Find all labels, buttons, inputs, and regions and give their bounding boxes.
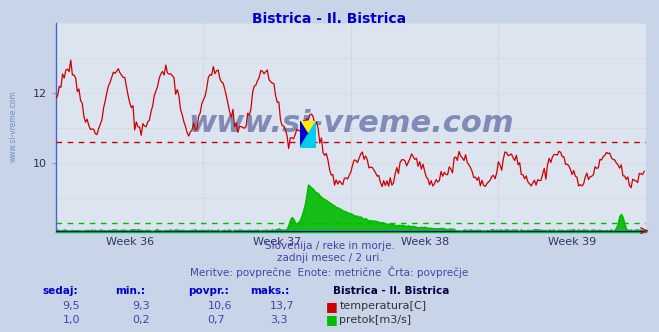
- Text: 10,6: 10,6: [208, 301, 232, 311]
- Text: maks.:: maks.:: [250, 286, 290, 296]
- Text: 3,3: 3,3: [270, 315, 288, 325]
- Text: min.:: min.:: [115, 286, 146, 296]
- Text: 13,7: 13,7: [270, 301, 295, 311]
- Text: pretok[m3/s]: pretok[m3/s]: [339, 315, 411, 325]
- Text: zadnji mesec / 2 uri.: zadnji mesec / 2 uri.: [277, 253, 382, 263]
- Text: ■: ■: [326, 313, 338, 326]
- Text: Meritve: povprečne  Enote: metrične  Črta: povprečje: Meritve: povprečne Enote: metrične Črta:…: [190, 266, 469, 278]
- Text: Slovenija / reke in morje.: Slovenija / reke in morje.: [264, 241, 395, 251]
- Text: temperatura[C]: temperatura[C]: [339, 301, 426, 311]
- Text: povpr.:: povpr.:: [188, 286, 229, 296]
- Polygon shape: [300, 121, 316, 148]
- Polygon shape: [300, 121, 316, 148]
- Text: sedaj:: sedaj:: [43, 286, 78, 296]
- Text: ■: ■: [326, 300, 338, 313]
- Polygon shape: [300, 134, 316, 148]
- Text: Bistrica - Il. Bistrica: Bistrica - Il. Bistrica: [333, 286, 449, 296]
- Text: 9,5: 9,5: [63, 301, 80, 311]
- Text: Bistrica - Il. Bistrica: Bistrica - Il. Bistrica: [252, 12, 407, 26]
- Text: 0,2: 0,2: [132, 315, 150, 325]
- Text: www.si-vreme.com: www.si-vreme.com: [188, 109, 514, 138]
- Text: 0,7: 0,7: [208, 315, 225, 325]
- Text: 9,3: 9,3: [132, 301, 150, 311]
- Text: 1,0: 1,0: [63, 315, 80, 325]
- Text: www.si-vreme.com: www.si-vreme.com: [9, 90, 18, 162]
- Polygon shape: [300, 121, 308, 148]
